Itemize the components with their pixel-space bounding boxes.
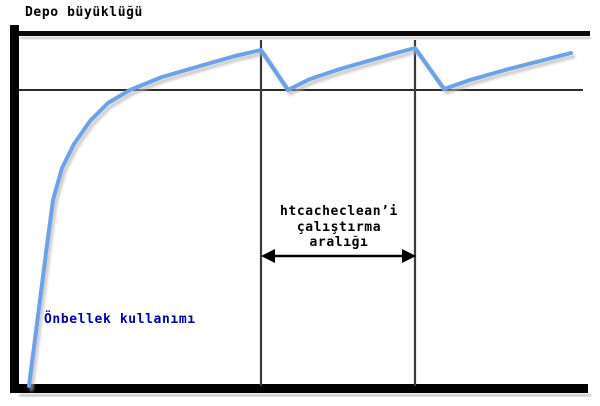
interval-arrow-left-head xyxy=(261,249,275,263)
interval-label-line3: aralığı xyxy=(309,235,369,250)
cache-usage-curve xyxy=(27,46,573,388)
interval-arrow-right-head xyxy=(402,249,416,263)
storage-line-shadow xyxy=(20,37,591,39)
interval-label: htcacheclean’i çalıştırma aralığı xyxy=(248,204,430,251)
cache-usage-curve-shadow xyxy=(29,49,576,392)
interval-label-line1: htcacheclean’i xyxy=(280,204,398,219)
storage-size-label: Depo büyüklüğü xyxy=(25,5,143,20)
x-axis-shadow xyxy=(19,394,591,397)
y-axis xyxy=(10,25,19,393)
x-axis xyxy=(10,384,588,393)
cache-usage-label: Önbellek kullanımı xyxy=(44,312,196,327)
storage-size-line xyxy=(19,31,590,36)
interval-label-line2: çalıştırma xyxy=(296,219,382,235)
